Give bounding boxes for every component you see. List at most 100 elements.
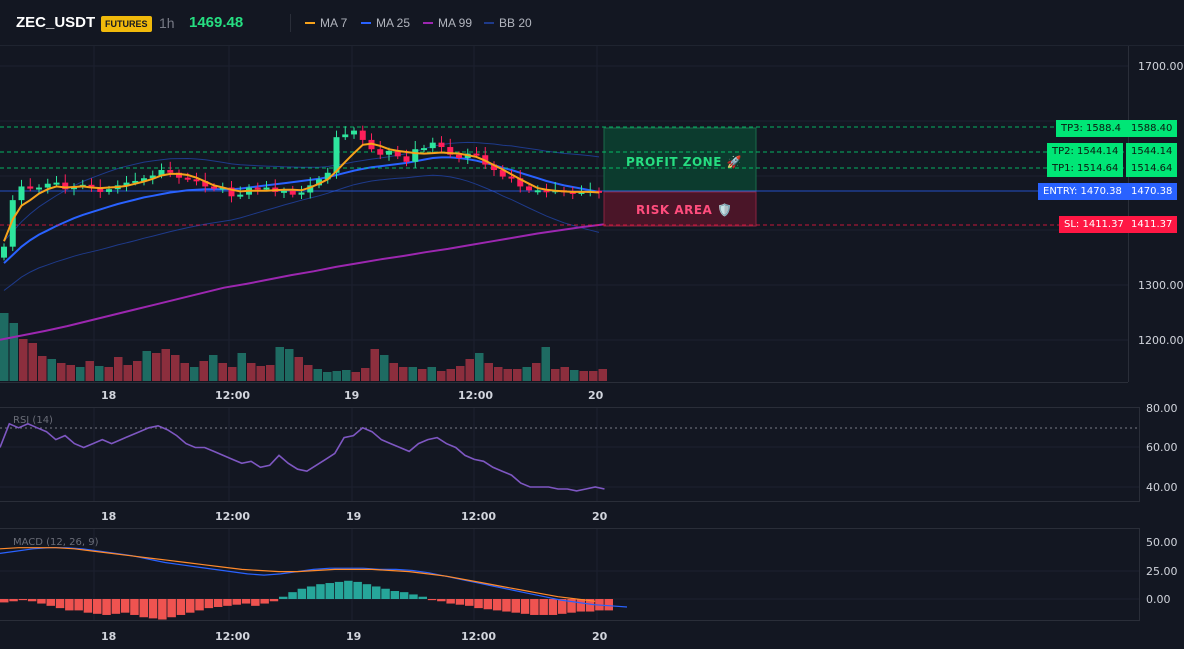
volume-bar: [171, 355, 180, 381]
candle-body: [289, 190, 296, 195]
risk-area: [603, 191, 757, 227]
candle-body: [254, 187, 261, 190]
volume-bar: [38, 356, 47, 381]
volume-bar: [199, 361, 208, 381]
symbol-name[interactable]: ZEC_USDT: [16, 14, 96, 31]
macd-histogram-bar: [288, 592, 297, 599]
macd-histogram-bar: [399, 592, 409, 599]
macd-histogram-bar: [195, 599, 204, 611]
entry-tag[interactable]: ENTRY: 1470.38: [1038, 183, 1127, 200]
candle-body: [342, 134, 349, 138]
volume-bar: [285, 349, 294, 381]
candle-body: [237, 194, 244, 197]
macd-histogram-bar: [511, 599, 520, 613]
macd-tick: 0.00: [1146, 593, 1171, 606]
volume-bar: [598, 369, 607, 381]
sl-tag[interactable]: SL: 1411.37: [1059, 216, 1129, 233]
candle-body: [386, 150, 392, 155]
volume-bar: [380, 355, 389, 381]
legend-label: MA 7: [320, 16, 348, 30]
macd-histogram-bar: [74, 599, 83, 611]
volume-bar: [247, 363, 256, 381]
futures-badge: FUTURES: [101, 16, 152, 32]
ma99-swatch-icon: [423, 22, 433, 24]
legend-ma25[interactable]: MA 25: [361, 16, 410, 30]
candle-body: [578, 191, 585, 194]
candle-body: [44, 183, 51, 188]
chart-header: ZEC_USDT FUTURES 1h 1469.48 MA 7 MA 25 M…: [0, 0, 1184, 46]
volume-bar: [503, 369, 512, 381]
candle-body: [499, 170, 506, 177]
rsi-line: [0, 422, 1139, 492]
volume-bar: [408, 367, 417, 381]
candle-body: [18, 186, 25, 201]
time-tick: 20: [588, 389, 604, 402]
volume-bar: [133, 361, 142, 381]
macd-histogram-bar: [251, 599, 260, 606]
ma25-swatch-icon: [361, 22, 371, 24]
macd-histogram-bar: [18, 599, 28, 601]
volume-bar: [494, 367, 503, 381]
candle-body: [377, 149, 384, 155]
macd-histogram-bar: [148, 599, 158, 619]
macd-histogram-bar: [0, 599, 9, 603]
macd-histogram-bar: [381, 588, 390, 599]
timeframe-label[interactable]: 1h: [159, 15, 175, 31]
candle-body: [9, 200, 16, 247]
macd-histogram-bar: [437, 599, 446, 602]
legend-bb20[interactable]: BB 20: [484, 16, 532, 30]
candle-body: [333, 137, 340, 173]
rsi-pane-top: [0, 407, 1140, 408]
candle-body: [473, 153, 480, 156]
time-tick: 20: [592, 510, 608, 523]
macd-histogram-bar: [111, 599, 121, 614]
time-tick: 19: [344, 389, 360, 402]
price-tick: 1200.00: [1138, 334, 1184, 347]
tp2-tag[interactable]: TP2: 1544.14: [1047, 143, 1124, 160]
tp1-tag[interactable]: TP1: 1514.64: [1047, 160, 1124, 177]
volume-bar: [237, 353, 246, 381]
volume-bar: [351, 372, 360, 381]
candle-body: [569, 191, 576, 194]
macd-histogram-bar: [418, 596, 427, 599]
macd-tick: 25.00: [1146, 565, 1178, 578]
macd-plot: [0, 547, 628, 620]
volume-bar: [513, 369, 522, 381]
candle-body: [298, 192, 305, 195]
volume-bar: [57, 363, 66, 381]
candle-body: [184, 177, 191, 180]
macd-histogram-bar: [362, 584, 372, 599]
legend-label: BB 20: [499, 16, 532, 30]
volume-bar: [209, 355, 218, 381]
tp3-tag[interactable]: TP3: 1588.4: [1056, 120, 1127, 137]
main-pane-bottom: [0, 382, 1128, 383]
candle-body: [36, 187, 42, 190]
legend-ma7[interactable]: MA 7: [305, 16, 347, 30]
macd-histogram-bar: [474, 599, 483, 609]
ma7-line: [3, 142, 600, 242]
bb20-swatch-icon: [484, 22, 494, 24]
macd-histogram-bar: [344, 580, 353, 599]
candle-body: [211, 186, 217, 189]
volume-bar: [95, 366, 104, 381]
tp1-axis-label: 1514.64: [1126, 160, 1178, 177]
candle-body: [176, 172, 182, 178]
volume-bar: [551, 369, 560, 381]
volume-bar: [85, 361, 94, 381]
legend-ma99[interactable]: MA 99: [423, 16, 472, 30]
volume-bar: [152, 353, 161, 381]
candle-body: [412, 149, 419, 162]
volume-bar: [522, 367, 531, 381]
volume-bar: [589, 371, 598, 381]
macd-histogram-bar: [325, 583, 334, 599]
macd-histogram-bar: [269, 599, 279, 602]
time-tick: 20: [592, 630, 608, 643]
candle-body: [123, 182, 130, 186]
trade-zones: [603, 127, 757, 227]
macd-histogram-bar: [576, 599, 586, 612]
volume-bar: [9, 323, 18, 381]
macd-histogram-bar: [372, 586, 381, 599]
volume-bar: [465, 359, 474, 381]
rsi-pane-bottom: [0, 501, 1140, 502]
